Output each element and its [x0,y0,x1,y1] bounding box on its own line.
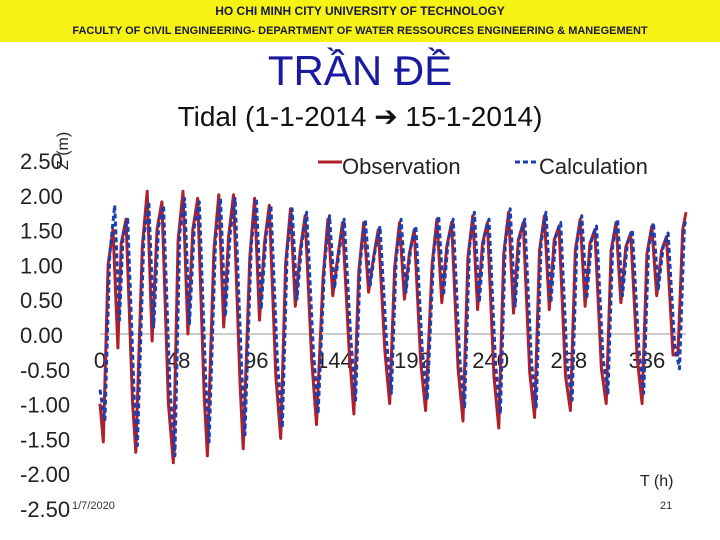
legend-label-observation: Observation [342,154,461,179]
y-tick-label: 0.00 [20,323,63,348]
y-axis-label: Z (m) [55,132,72,170]
university-name: HO CHI MINH CITY UNIVERSITY OF TECHNOLOG… [215,4,505,18]
x-tick-label: 336 [629,348,666,373]
series-line-observation [98,189,688,465]
chart-title: Tidal (1-1-2014 ➔ 15-1-2014) [177,101,543,132]
y-tick-label: 1.50 [20,219,63,244]
y-tick-label: -0.50 [20,358,70,383]
legend-label-calculation: Calculation [539,154,648,179]
y-tick-label: -2.00 [20,462,70,487]
x-tick-label: 192 [394,348,431,373]
y-tick-label: 2.00 [20,184,63,209]
x-axis-label: T (h) [640,473,673,490]
y-tick-label: 1.00 [20,253,63,278]
slide-title: TRẦN ĐỀ [267,47,453,94]
x-tick-label: 0 [94,348,106,373]
y-tick-label: -1.50 [20,427,70,452]
faculty-name: FACULTY OF CIVIL ENGINEERING- DEPARTMENT… [72,25,648,37]
slide-date: 1/7/2020 [72,500,115,512]
y-tick-label: 0.50 [20,288,63,313]
header-banner [0,0,720,42]
y-tick-label: 2.50 [20,149,63,174]
series-line-calculation [98,196,688,458]
page-number: 21 [660,500,673,512]
y-tick-label: -1.00 [20,393,70,418]
y-tick-label: -2.50 [20,497,70,522]
